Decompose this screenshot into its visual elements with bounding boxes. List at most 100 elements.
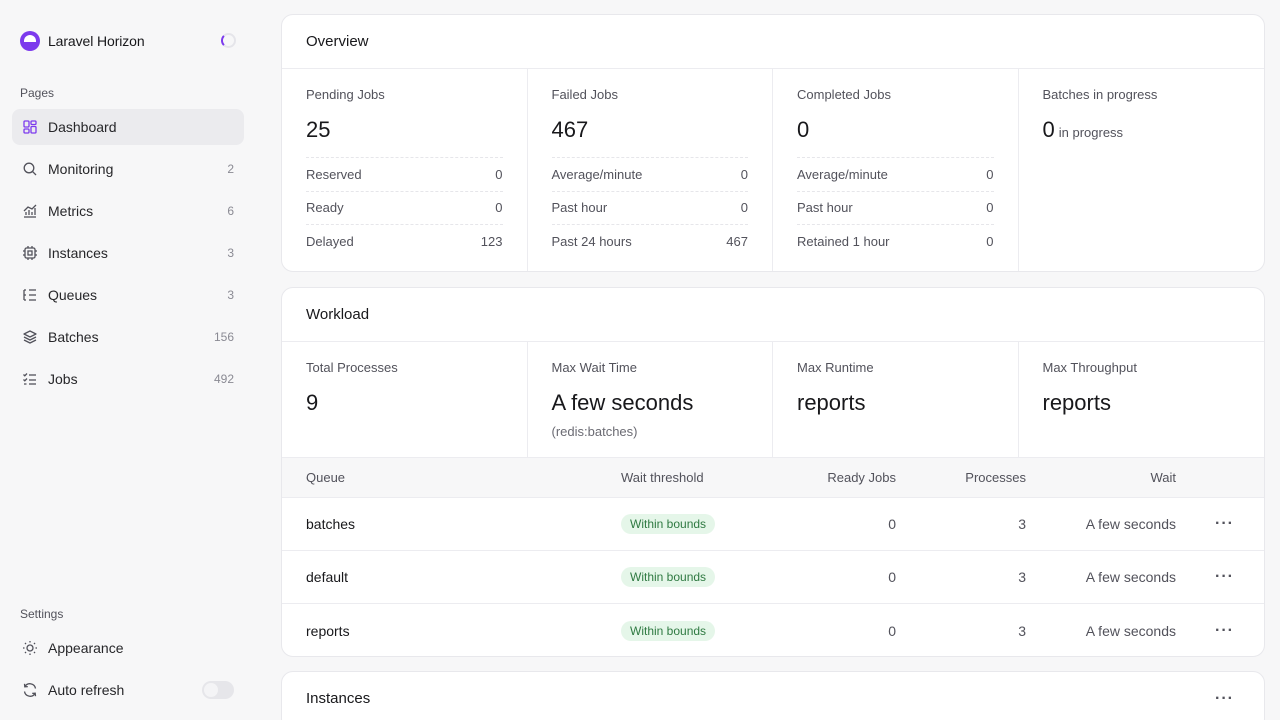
wait-value: A few seconds <box>1085 622 1176 639</box>
more-options-icon[interactable]: ··· <box>1215 515 1234 532</box>
overview-card: Overview Pending Jobs 25 Reserved 0 Ready… <box>281 14 1265 272</box>
sidebar-item-jobs[interactable]: Jobs 492 <box>12 361 244 397</box>
stat-row-label: Delayed <box>306 233 354 249</box>
stat-value: 9 <box>306 390 319 415</box>
stat-label: Max Throughput <box>1042 360 1137 375</box>
sidebar-item-dashboard[interactable]: Dashboard <box>12 109 244 145</box>
stat-value: 0 <box>797 117 810 142</box>
wait-value: A few seconds <box>1085 516 1176 532</box>
stat-value: 25 <box>306 117 331 142</box>
stat-row-label: Reserved <box>306 166 362 182</box>
sidebar-item-monitoring[interactable]: Monitoring 2 <box>12 151 244 187</box>
sidebar-item-count: 6 <box>227 204 234 218</box>
pending-jobs-stat: Pending Jobs 25 Reserved 0 Ready 0 Delayed… <box>282 69 528 271</box>
stat-label: Max Runtime <box>797 360 874 375</box>
search-icon <box>22 161 38 177</box>
more-options-icon[interactable]: ··· <box>1215 621 1234 639</box>
chart-icon <box>22 203 38 219</box>
queue-name: batches <box>306 516 356 532</box>
more-options-icon[interactable]: ··· <box>1215 689 1234 707</box>
column-queue: Queue <box>306 470 346 485</box>
stat-row: Average/minute 0 <box>551 157 748 191</box>
sidebar-item-label: Dashboard <box>48 119 117 135</box>
stat-row: Delayed 123 <box>306 224 503 258</box>
sidebar-item-metrics[interactable]: Metrics 6 <box>12 193 244 229</box>
more-options-icon[interactable]: ··· <box>1215 568 1234 585</box>
instances-title: Instances <box>306 690 371 707</box>
stat-row: Retained 1 hour 0 <box>797 224 994 258</box>
stat-value: reports <box>1042 390 1111 415</box>
column-processes: Processes <box>965 470 1026 485</box>
stat-row-value: 467 <box>726 233 748 249</box>
stat-label: Batches in progress <box>1042 87 1158 102</box>
stat-row-label: Past hour <box>797 200 853 216</box>
auto-refresh-item[interactable]: Auto refresh <box>12 672 244 708</box>
stat-row-value: 0 <box>986 166 994 182</box>
stat-row: Past hour 0 <box>797 190 994 225</box>
list-check-icon <box>22 371 38 387</box>
list-tree-icon <box>22 287 38 303</box>
stat-row-label: Past 24 hours <box>551 233 632 249</box>
status-badge: Within bounds <box>621 567 716 587</box>
column-wait-threshold: Wait threshold <box>621 470 704 485</box>
brand-name: Laravel Horizon <box>48 33 145 49</box>
sun-icon <box>22 640 38 656</box>
batches-suffix: in progress <box>1058 125 1124 140</box>
refresh-icon <box>22 682 38 698</box>
stat-row: Past 24 hours 467 <box>551 224 748 258</box>
table-row[interactable]: default Within bounds 0 3 A few seconds … <box>282 551 1264 604</box>
total-processes-stat: Total Processes 9 <box>282 342 528 457</box>
appearance-label: Appearance <box>48 640 124 656</box>
stat-row: Past hour 0 <box>551 190 748 225</box>
workload-stats: Total Processes 9 Max Wait Time A few se… <box>282 342 1264 457</box>
ready-jobs-value: 0 <box>888 569 896 585</box>
sidebar-item-queues[interactable]: Queues 3 <box>12 277 244 313</box>
workload-title: Workload <box>282 288 1264 342</box>
ready-jobs-value: 0 <box>888 622 896 639</box>
processes-value: 3 <box>1018 622 1026 639</box>
layers-icon <box>22 329 38 345</box>
queue-table-header: Queue Wait threshold Ready Jobs Processe… <box>282 457 1264 498</box>
stat-row-label: Average/minute <box>797 166 888 182</box>
appearance-item[interactable]: Appearance <box>12 630 244 666</box>
sidebar-item-label: Instances <box>48 245 108 261</box>
failed-jobs-stat: Failed Jobs 467 Average/minute 0 Past hou… <box>528 69 773 271</box>
ready-jobs-value: 0 <box>888 516 896 532</box>
workload-card: Workload Total Processes 9 Max Wait Time… <box>281 287 1265 657</box>
sidebar-item-batches[interactable]: Batches 156 <box>12 319 244 355</box>
stat-value: 467 <box>551 117 589 142</box>
sidebar-item-label: Metrics <box>48 203 94 219</box>
stat-value: reports <box>797 390 866 415</box>
stat-row-value: 0 <box>740 200 748 216</box>
stat-rows: Reserved 0 Ready 0 Delayed 123 <box>306 157 503 258</box>
sidebar-item-label: Batches <box>48 329 99 345</box>
instances-header: Instances ··· <box>282 672 1264 720</box>
brand[interactable]: Laravel Horizon <box>20 30 238 52</box>
batches-value: 0 <box>1042 117 1055 142</box>
stat-label: Max Wait Time <box>551 360 637 375</box>
settings-nav: Appearance Auto refresh <box>12 630 244 714</box>
cpu-icon <box>22 245 38 261</box>
stat-row: Average/minute 0 <box>797 157 994 191</box>
auto-refresh-toggle[interactable] <box>202 681 234 699</box>
stat-value: A few seconds <box>551 390 694 415</box>
table-row[interactable]: batches Within bounds 0 3 A few seconds … <box>282 498 1264 551</box>
sidebar-item-count: 492 <box>213 372 234 386</box>
settings-section-label: Settings <box>20 607 64 621</box>
stat-row-value: 0 <box>986 233 994 249</box>
stat-row-label: Average/minute <box>551 166 643 182</box>
column-ready-jobs: Ready Jobs <box>827 470 896 485</box>
overview-stats: Pending Jobs 25 Reserved 0 Ready 0 Delayed… <box>282 69 1264 271</box>
stat-row-label: Retained 1 hour <box>797 233 890 249</box>
sidebar-item-instances[interactable]: Instances 3 <box>12 235 244 271</box>
max-runtime-stat: Max Runtime reports <box>773 342 1019 457</box>
status-badge: Within bounds <box>621 514 716 534</box>
stat-row-value: 0 <box>986 200 994 216</box>
stat-label: Failed Jobs <box>551 87 618 102</box>
queue-name: reports <box>306 622 350 639</box>
auto-refresh-label: Auto refresh <box>48 682 125 698</box>
stat-row-value: 0 <box>495 166 503 182</box>
table-row[interactable]: reports Within bounds 0 3 A few seconds … <box>282 604 1264 656</box>
processes-value: 3 <box>1018 516 1026 532</box>
sidebar-item-count: 3 <box>227 246 234 260</box>
